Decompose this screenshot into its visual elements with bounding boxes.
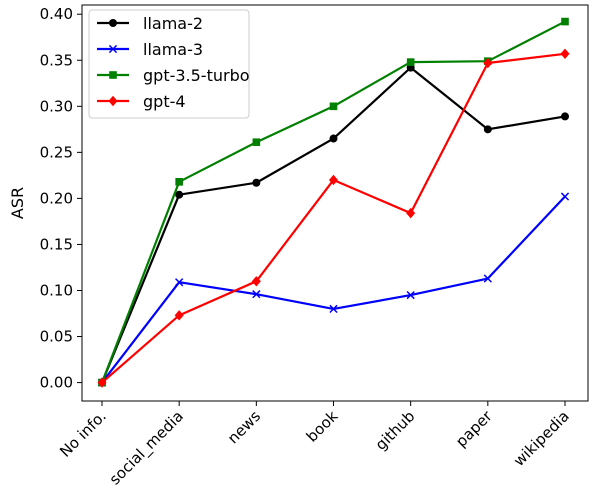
legend-label: llama-3 — [143, 40, 203, 59]
data-point — [252, 138, 261, 147]
series-llama-3 — [97, 192, 570, 387]
legend-entry: llama-3 — [97, 40, 203, 59]
series-line — [101, 195, 566, 384]
data-point — [329, 304, 338, 314]
x-tick-label: news — [224, 407, 264, 447]
data-point — [329, 174, 338, 186]
x-tick-label: paper — [452, 407, 496, 451]
series-gpt-4 — [97, 48, 570, 388]
y-tick-label: 0.35 — [40, 51, 73, 69]
data-point — [174, 310, 184, 321]
data-point — [483, 57, 493, 69]
data-point — [406, 207, 416, 219]
data-point — [251, 276, 261, 287]
data-point — [329, 134, 338, 143]
x-tick-label: No info. — [56, 407, 110, 461]
data-point — [109, 71, 117, 79]
data-point — [252, 178, 261, 187]
legend-box — [88, 9, 250, 119]
data-point — [483, 274, 492, 283]
series-layer — [97, 17, 570, 388]
data-point — [406, 58, 415, 66]
y-tick-label: 0.20 — [40, 189, 73, 207]
y-tick-label: 0.25 — [40, 143, 73, 161]
data-point — [175, 278, 184, 287]
data-point — [560, 192, 570, 201]
data-point — [108, 44, 118, 54]
data-point — [108, 95, 118, 107]
data-point — [175, 190, 184, 199]
legend-entry: gpt-3.5-turbo — [97, 66, 250, 85]
y-tick-label: 0.00 — [40, 374, 73, 392]
x-axis: No info.social_media news book github paper w… — [56, 401, 573, 489]
data-point — [561, 112, 569, 121]
legend-entry: llama-2 — [97, 14, 203, 33]
y-axis: 0.00 0.05 0.10 0.15 0.20 0.25 0.30 0.35 0.40 — [40, 5, 82, 392]
data-point — [561, 17, 569, 26]
y-tick-label: 0.05 — [40, 328, 73, 346]
data-point — [560, 48, 570, 60]
data-point — [97, 377, 107, 388]
data-point — [329, 102, 338, 111]
data-point — [175, 178, 183, 186]
legend: llama-2 llama-3 gpt-3.5-turbo gpt-4 — [88, 9, 250, 119]
data-point — [483, 125, 492, 134]
data-point — [406, 290, 415, 300]
data-point — [252, 290, 261, 299]
data-point — [109, 19, 117, 27]
series-llama-2 — [98, 63, 569, 387]
legend-label: gpt-3.5-turbo — [143, 66, 250, 85]
x-tick-label: github — [372, 407, 419, 454]
legend-label: gpt-4 — [143, 92, 186, 111]
y-tick-label: 0.30 — [40, 97, 73, 115]
legend-entry: gpt-4 — [97, 92, 186, 111]
x-tick-label: wikipedia — [510, 407, 573, 470]
y-tick-label: 0.10 — [40, 281, 73, 299]
x-tick-label: social_media — [106, 407, 188, 489]
plot-frame — [81, 4, 589, 402]
y-axis-label: ASR — [8, 187, 27, 219]
legend-label: llama-2 — [143, 14, 203, 33]
y-tick-label: 0.40 — [40, 5, 73, 23]
x-tick-label: book — [303, 407, 342, 446]
y-tick-label: 0.15 — [40, 235, 73, 253]
